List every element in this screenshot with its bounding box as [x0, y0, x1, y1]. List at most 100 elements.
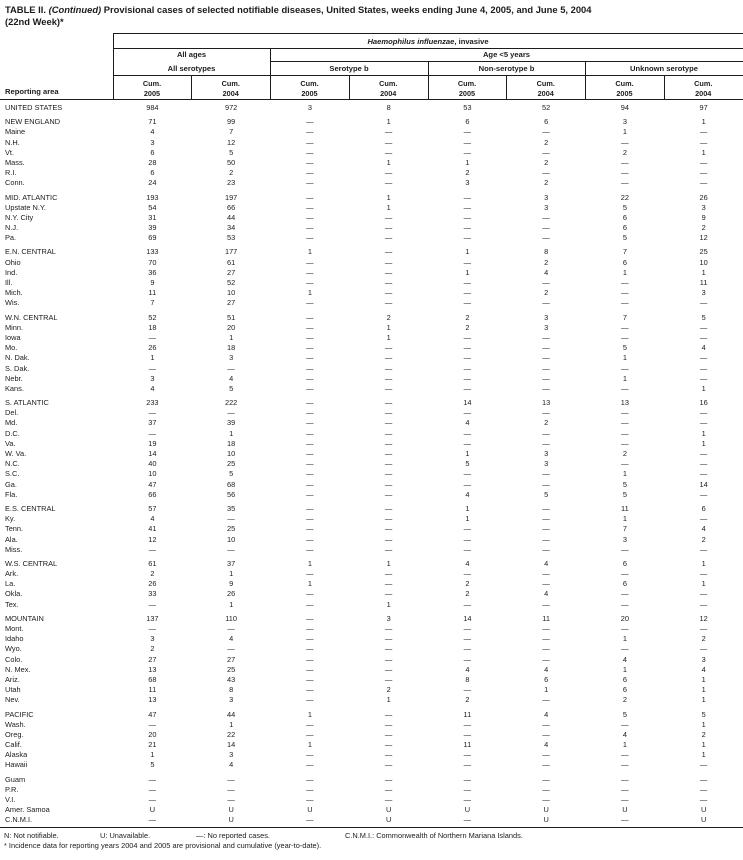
value-cell: 11: [542, 613, 550, 623]
value-cell: 2: [229, 168, 234, 178]
value-cell: 5: [229, 469, 234, 479]
value-cell: —: [463, 223, 472, 233]
reporting-area-cell: C.N.M.I.: [5, 815, 33, 825]
value-cell: —: [542, 695, 550, 705]
reporting-area-cell: Mo.: [5, 343, 18, 353]
value-cell: 14: [227, 740, 236, 750]
reporting-area-cell: Fla.: [5, 489, 18, 499]
value-cell: 5: [622, 202, 627, 212]
value-cell: 1: [701, 750, 706, 760]
value-cell: —: [306, 644, 314, 654]
value-cell: —: [227, 774, 235, 784]
value-cell: —: [306, 459, 314, 469]
value-cell: 3: [544, 322, 549, 332]
value-cell: 1: [465, 449, 470, 458]
value-cell: —: [542, 298, 550, 308]
value-cell: —: [384, 298, 393, 308]
value-cell: —: [384, 479, 393, 489]
value-cell: 133: [146, 247, 159, 257]
value-cell: —: [148, 624, 157, 633]
table-row: Iowa — 1 — 1 — — — —: [0, 333, 743, 343]
value-cell: 8: [544, 247, 549, 257]
value-cell: —: [463, 760, 472, 770]
value-cell: —: [621, 168, 629, 178]
value-cell: 21: [148, 740, 157, 750]
title-week: (22nd Week)*: [5, 15, 64, 27]
value-cell: 1: [622, 740, 627, 750]
table-row: Kans. 4 5 — — — — — 1: [0, 384, 743, 394]
value-cell: 1: [465, 157, 470, 167]
value-cell: 222: [224, 398, 238, 408]
value-cell: —: [463, 599, 472, 609]
value-cell: 31: [148, 212, 157, 222]
value-cell: 4: [701, 343, 706, 353]
value-cell: —: [621, 178, 629, 188]
value-cell: 3: [229, 695, 234, 705]
value-cell: 2: [701, 534, 706, 544]
value-cell: 4: [465, 489, 470, 499]
value-cell: 13: [148, 664, 157, 674]
value-cell: —: [699, 459, 708, 469]
value-cell: —: [699, 469, 708, 479]
reporting-area-cell: Okla.: [5, 589, 23, 599]
value-cell: 13: [148, 695, 157, 705]
value-cell: —: [384, 709, 393, 719]
table-row: Ark. 2 1 — — — — — —: [0, 569, 743, 579]
value-cell: 11: [148, 288, 157, 298]
value-cell: —: [306, 398, 314, 408]
value-cell: U: [543, 805, 549, 815]
value-cell: —: [542, 438, 550, 448]
value-cell: 4: [465, 558, 470, 568]
value-cell: —: [306, 257, 314, 267]
value-cell: 2: [544, 178, 549, 188]
value-cell: 39: [148, 223, 157, 233]
value-cell: 1: [307, 558, 312, 568]
value-cell: 1: [386, 599, 391, 609]
table-row: Tenn. 41 25 — — — — 7 4: [0, 524, 743, 534]
value-cell: —: [306, 157, 314, 167]
value-cell: —: [542, 408, 550, 418]
value-cell: 1: [386, 157, 391, 167]
reporting-area-cell: Conn.: [5, 178, 25, 188]
value-cell: —: [621, 278, 629, 287]
value-cell: —: [306, 363, 314, 373]
value-cell: —: [384, 750, 393, 760]
value-cell: 47: [148, 709, 157, 719]
rule-table-top: [113, 33, 743, 34]
value-cell: 2: [465, 579, 470, 589]
value-cell: —: [306, 674, 314, 684]
table-row: Wis. 7 27 — — — — — —: [0, 298, 743, 308]
value-cell: 193: [146, 192, 159, 202]
value-cell: —: [306, 815, 314, 825]
value-cell: —: [306, 117, 314, 127]
value-cell: 9: [229, 579, 234, 589]
value-cell: 4: [544, 740, 549, 750]
value-cell: 2: [622, 695, 627, 705]
value-cell: —: [542, 534, 550, 544]
value-cell: —: [306, 654, 314, 664]
reporting-area-header: Reporting area: [5, 87, 59, 96]
reporting-area-cell: Mont.: [5, 624, 24, 633]
table-row: Ga. 47 68 — — — — 5 14: [0, 480, 743, 490]
value-cell: —: [542, 353, 550, 363]
value-cell: 5: [622, 479, 627, 489]
value-cell: —: [384, 795, 393, 804]
value-cell: 2: [465, 312, 470, 322]
value-cell: —: [306, 469, 314, 479]
value-cell: —: [463, 353, 472, 363]
value-cell: 3: [150, 634, 155, 644]
value-cell: 34: [227, 223, 236, 233]
value-cell: —: [463, 750, 472, 760]
value-cell: 3: [386, 613, 391, 623]
value-cell: —: [384, 178, 393, 188]
table-row: Ill. 9 52 — — — — — 11: [0, 278, 743, 288]
value-cell: —: [621, 544, 629, 554]
value-cell: —: [699, 589, 708, 599]
reporting-area-cell: S. Dak.: [5, 363, 30, 373]
value-cell: —: [463, 534, 472, 544]
divider-cum-col-3: [506, 75, 507, 99]
value-cell: —: [384, 544, 393, 554]
value-cell: 10: [227, 449, 236, 458]
value-cell: 2: [386, 312, 391, 322]
reporting-area-cell: P.R.: [5, 784, 19, 794]
